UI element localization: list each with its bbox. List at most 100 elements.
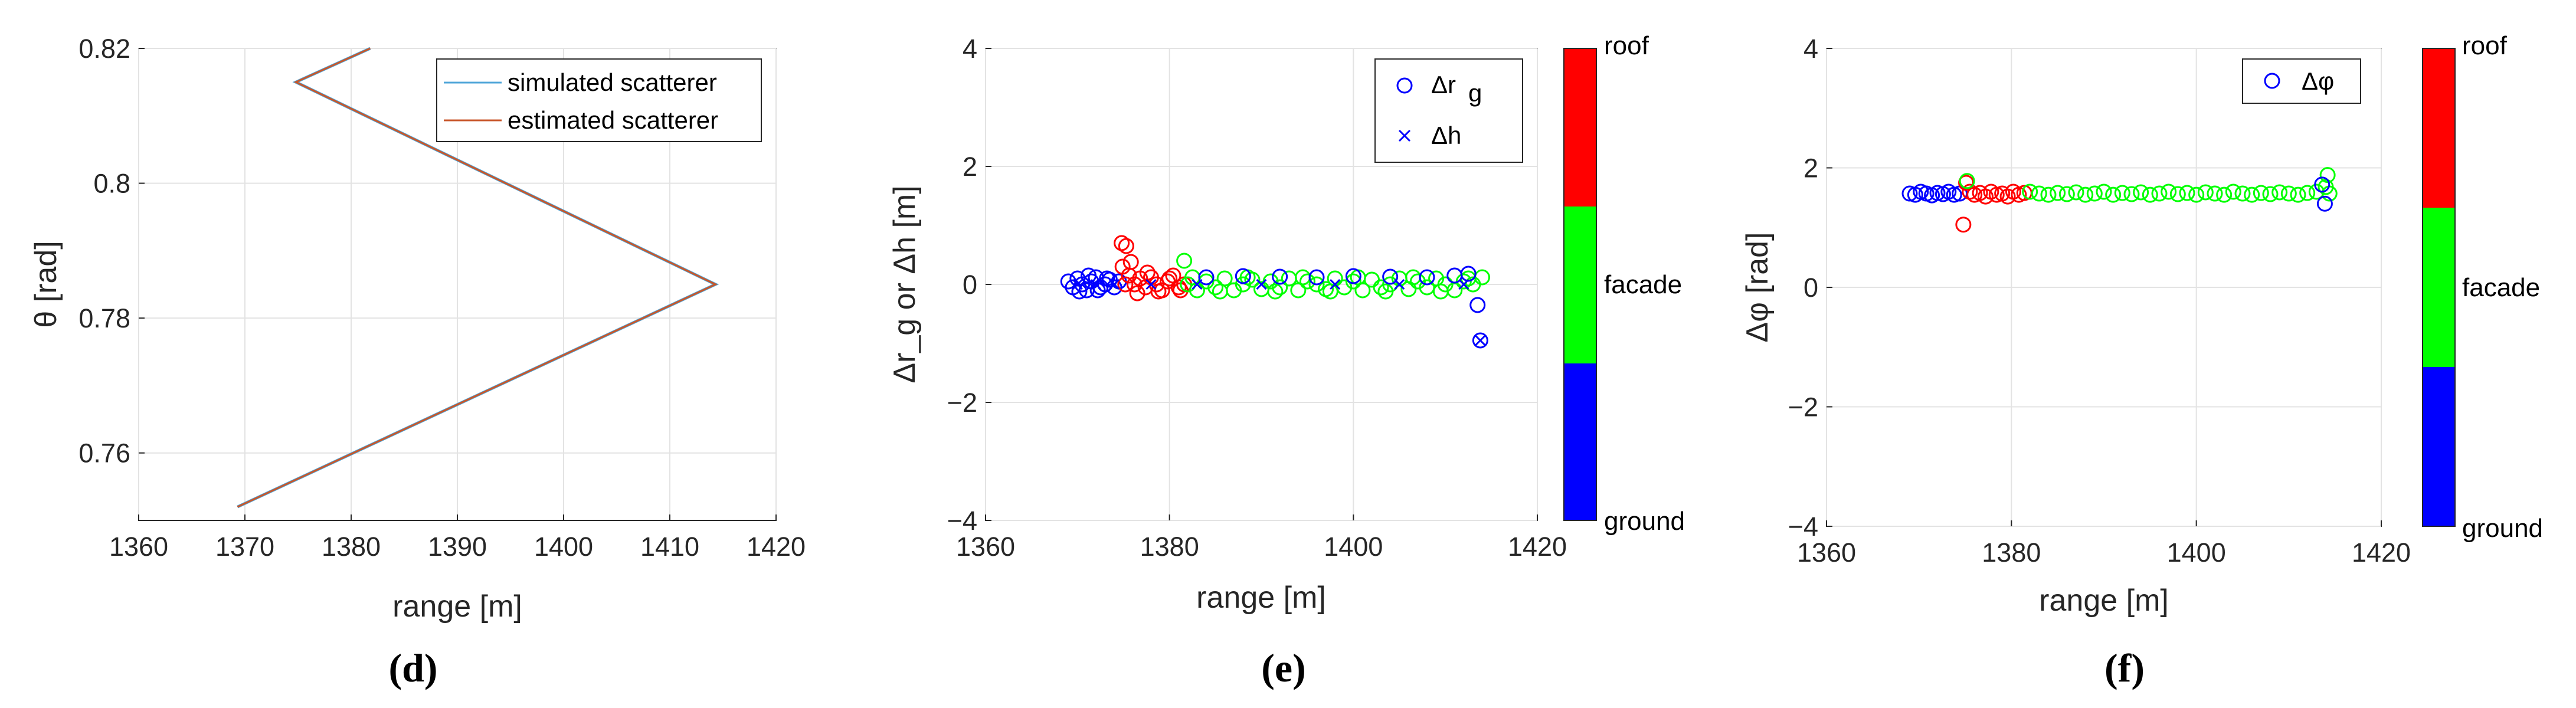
point-facade — [1272, 279, 1288, 296]
panel-f-colorbar: roof facade ground — [2422, 31, 2543, 543]
x-tick-label: 1420 — [2352, 537, 2411, 568]
point-x-marker — [1145, 278, 1157, 290]
panel-f-grid — [1826, 48, 2382, 527]
colorbar-f-facade-label: facade — [2462, 273, 2540, 302]
point-roof — [1117, 276, 1134, 293]
point-facade — [2262, 186, 2279, 202]
point-roof — [1150, 283, 1167, 300]
point-roof — [1988, 186, 2005, 203]
legend-delta-h-marker — [1398, 129, 1411, 142]
x-tick-label: 1360 — [956, 532, 1015, 562]
y-tick-label: 2 — [963, 152, 977, 182]
x-tick-label: 1410 — [640, 532, 699, 562]
point-roof — [1118, 238, 1134, 254]
point-ground — [1472, 332, 1488, 349]
y-tick-label: 4 — [963, 34, 977, 64]
x-tick-label: 1400 — [534, 532, 593, 562]
x-tick-label: 1400 — [1324, 532, 1383, 562]
point-facade — [2161, 183, 2177, 200]
colorbar-e-ground-block — [1564, 363, 1596, 520]
panel-d-ticks: 1360 1370 1380 1390 1400 1410 1420 0.76 0.78 0.8 0… — [78, 34, 806, 562]
point-ground — [1198, 269, 1215, 286]
x-tick-label: 1360 — [1797, 537, 1856, 568]
colorbar-f-roof-block — [2423, 48, 2455, 208]
point-facade — [1176, 253, 1193, 269]
legend-simulated-label: simulated scatterer — [508, 68, 717, 96]
point-x-marker — [1192, 278, 1203, 290]
panel-f-points — [1901, 167, 2338, 233]
point-ground — [1419, 269, 1435, 286]
panel-f-ticks: 1360 1380 1400 1420 −4 −2 0 2 4 — [1788, 34, 2411, 568]
point-facade — [2271, 184, 2288, 201]
point-x-marker — [1394, 278, 1405, 290]
point-roof — [1121, 267, 1137, 284]
point-facade — [2244, 186, 2260, 203]
point-facade — [2142, 186, 2158, 203]
point-facade — [1267, 283, 1284, 300]
point-ground — [1099, 270, 1115, 287]
point-roof — [1977, 188, 1994, 205]
point-x-marker — [1072, 278, 1083, 290]
x-tick-label: 1390 — [428, 532, 487, 562]
point-facade — [2169, 186, 2186, 202]
panel-f-ylabel: Δφ [rad] — [1740, 232, 1775, 343]
panel-e: 1360 1380 1400 1420 −4 −2 0 2 4 range [m] Δr_g o… — [888, 31, 1685, 690]
point-roof — [1955, 217, 1972, 233]
panel-d-grid — [138, 48, 777, 520]
series-line-1 — [237, 47, 718, 508]
point-facade — [2253, 185, 2269, 201]
x-tick-label: 1360 — [109, 532, 168, 562]
panel-e-points — [1060, 235, 1490, 349]
point-facade — [2280, 185, 2297, 202]
panel-e-ylabel: Δr_g or Δh [m] — [888, 185, 922, 383]
panel-f-legend: Δφ — [2242, 58, 2361, 104]
colorbar-f-ground-label: ground — [2462, 514, 2543, 543]
point-ground — [1901, 185, 1918, 202]
legend-delta-rg-marker — [1396, 77, 1413, 94]
point-facade — [2290, 186, 2306, 203]
panel-d-xlabel: range [m] — [392, 589, 522, 624]
panel-e-ticks: 1360 1380 1400 1420 −4 −2 0 2 4 — [947, 34, 1567, 562]
point-facade — [2077, 186, 2094, 203]
colorbar-f-roof-label: roof — [2462, 31, 2508, 60]
y-tick-label: 0 — [1803, 273, 1818, 303]
colorbar-f-frame — [2422, 48, 2456, 527]
panel-d-caption: (d) — [388, 645, 437, 690]
y-tick-label: 0.8 — [93, 169, 130, 199]
point-facade — [1207, 279, 1224, 296]
colorbar-e-roof-label: roof — [1604, 31, 1649, 60]
point-ground — [1081, 267, 1097, 284]
panel-e-ylabel-text: Δr_g or Δh [m] — [888, 185, 922, 383]
point-facade — [2114, 185, 2130, 201]
point-facade — [1377, 283, 1394, 300]
colorbar-e-roof-block — [1564, 48, 1596, 206]
point-ground — [1469, 297, 1486, 313]
point-x-marker — [1256, 278, 1267, 290]
point-roof — [1999, 188, 2016, 205]
y-tick-label: −2 — [947, 388, 977, 418]
point-facade — [2225, 183, 2241, 200]
y-tick-label: 0.82 — [78, 34, 130, 64]
point-facade — [2234, 185, 2251, 202]
y-tick-label: 0 — [963, 270, 977, 300]
panel-d: 1360 1370 1380 1390 1400 1410 1420 0.76 0.78 0.8 0… — [29, 34, 806, 690]
point-facade — [2086, 185, 2103, 202]
point-roof — [1148, 276, 1165, 293]
x-tick-label: 1370 — [215, 532, 274, 562]
point-facade — [2188, 186, 2205, 203]
colorbar-f-facade-block — [2423, 208, 2455, 367]
panel-d-lines — [237, 47, 719, 509]
point-facade — [2040, 186, 2057, 203]
point-facade — [2151, 185, 2168, 202]
point-ground — [1345, 268, 1361, 284]
x-tick-label: 1380 — [1140, 532, 1199, 562]
y-tick-label: 0.78 — [78, 303, 130, 333]
point-facade — [2123, 186, 2140, 202]
panel-d-ylabel: θ [rad] — [29, 241, 63, 327]
point-x-marker — [1458, 278, 1469, 290]
point-facade — [1432, 283, 1449, 300]
point-facade — [1373, 279, 1389, 296]
panel-f: 1360 1380 1400 1420 −4 −2 0 2 4 range [m] Δφ [ra… — [1740, 31, 2543, 690]
colorbar-e-facade-label: facade — [1604, 270, 1682, 299]
point-roof — [1962, 183, 1978, 200]
